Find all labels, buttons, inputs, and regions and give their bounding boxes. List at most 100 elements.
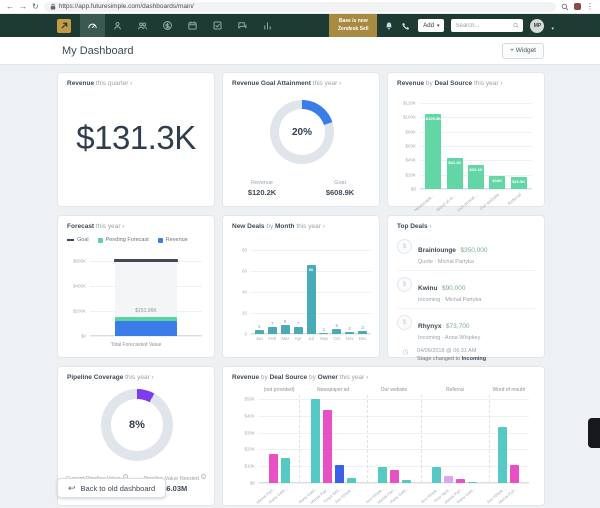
global-search[interactable] [451,19,524,32]
grid-line [90,336,202,337]
card-title-link[interactable]: Pipeline Coverage this year › [67,374,154,381]
y-axis-tick: $0 [410,186,416,192]
browser-forward-icon[interactable] [19,3,27,11]
bar-value-label: $33.1K [469,167,483,173]
bar [254,329,264,334]
deal-avatar-icon [397,239,412,254]
zendesk-sell-banner[interactable]: Base is now Zendesk Sell [329,14,378,37]
revenue-swatch [157,237,163,243]
grid-line [420,146,532,147]
nav-tasks-icon[interactable] [205,14,230,37]
grid-line [420,189,532,190]
bar-value-label: 2 [348,325,351,331]
nav-leads-icon[interactable] [105,14,130,37]
extension-icon[interactable] [574,3,581,10]
card-title-link[interactable]: Forecast this year › [67,223,125,230]
nav-reports-icon[interactable] [255,14,280,37]
bar-value-label: 5 [335,322,339,328]
y-axis-tick: $40K [405,157,416,163]
card-title-link[interactable]: New Deals by Month this year › [232,223,325,230]
stat-pipeline-value-needed: Pipeline Value Needed $6.03M [143,474,207,493]
y-axis-tick: 20 [241,310,247,316]
info-icon[interactable] [201,474,207,479]
group-separator [421,395,422,483]
x-axis-label: Word of mouth [434,192,458,213]
bar-value-label: $18K [492,178,503,184]
nav-dashboard-icon[interactable] [80,14,105,37]
user-avatar[interactable]: MP [530,18,545,33]
y-axis-tick: $80K [405,129,416,135]
x-axis-label: Dec [358,336,367,341]
stat-goal: Goal $608.9K [325,180,355,197]
y-axis-tick: $50K [244,396,255,402]
grid-line [259,415,529,417]
base-logo[interactable] [57,18,71,33]
legend-pending-forecast: Pending Forecast [97,237,149,243]
bar [310,399,320,483]
bar-value-label: 7 [271,320,274,326]
card-title-link[interactable]: Revenue Goal Attainment this year › [232,80,342,87]
phone-icon[interactable] [401,21,411,31]
goal-line-swatch [67,239,74,241]
card-title-link[interactable]: Revenue by Deal Source this year › [397,80,503,87]
search-input[interactable] [455,22,512,29]
bar [322,409,332,483]
grid-line [420,160,532,162]
y-axis-tick: 40 [241,289,247,295]
notifications-bell-icon[interactable] [384,21,394,31]
user-menu-chevron-icon[interactable] [551,17,554,35]
url-bar[interactable]: https://app.futuresimple.com/dashboards/… [43,1,556,12]
browser-refresh-icon[interactable] [32,3,39,11]
y-axis-tick: $20K [244,446,255,452]
bar-value-label: 9 [283,318,287,324]
forecast-x-label: Total Forecasted Value [110,342,162,348]
nav-communication-icon[interactable] [230,14,255,37]
browser-back-icon[interactable] [6,3,14,11]
deal-list-item[interactable]: Brainlounge $350,000 Quote · Michal Part… [397,233,535,271]
pending-swatch [97,237,103,243]
bar [280,457,290,483]
y-axis-tick: $20K [405,172,416,178]
card-title-link[interactable]: Revenue this quarter › [67,80,133,87]
grid-line [251,334,371,335]
total-forecast-label: $151.96K [135,307,157,314]
zoom-icon[interactable] [561,3,569,11]
y-axis-tick: 0 [244,331,247,337]
x-axis-label: Jan [255,336,264,341]
bar [444,476,454,483]
group-label: Referral [445,387,464,393]
back-to-old-dashboard-button[interactable]: Back to old dashboard [57,478,167,498]
add-widget-button[interactable]: + Widget [502,42,544,59]
grid-line [251,250,371,251]
deal-list-item[interactable]: Rhynyx $73,700 Incoming · Anna Whipkey [397,309,535,343]
return-arrow-icon [68,483,76,494]
bar-value-label: 3 [361,324,364,330]
add-button[interactable]: Add [418,19,445,32]
group-label: Word of mouth [492,387,526,393]
group-label: Newspaper ad [316,387,350,393]
bar [432,467,442,483]
chevron-down-icon [437,23,440,29]
deal-avatar-icon [397,315,412,330]
bar [389,469,399,483]
owner-grouped-bar-chart: $0 $10K $20K $30K $40K $50K (not provided) Mich… [244,387,529,505]
nav-calendar-icon[interactable] [180,14,205,37]
grid-line [259,449,529,451]
grid-line [259,432,529,434]
card-title-link[interactable]: Top Deals › [397,223,432,230]
browser-menu-icon[interactable] [586,3,594,11]
bar [306,264,316,334]
x-axis-label: Referral [506,192,522,207]
app-navbar: Base is now Zendesk Sell Add MP [0,14,600,37]
card-top-deals: Top Deals › Brainlounge $350,000 Quote ·… [387,215,545,380]
x-axis-label: Apr [294,336,302,341]
bar [377,467,387,483]
y-axis-tick: $60K [405,143,416,149]
revenue-value: $131.3K [76,119,196,156]
deal-list-item[interactable]: Kwinu $90,000 Incoming · Michal Partyka [397,271,535,309]
grid-line [259,466,529,468]
card-title-link[interactable]: Revenue by Deal Source by Owner this yea… [232,374,369,381]
side-panel-tab[interactable] [588,418,600,448]
nav-deals-icon[interactable] [155,14,180,37]
nav-contacts-icon[interactable] [130,14,155,37]
